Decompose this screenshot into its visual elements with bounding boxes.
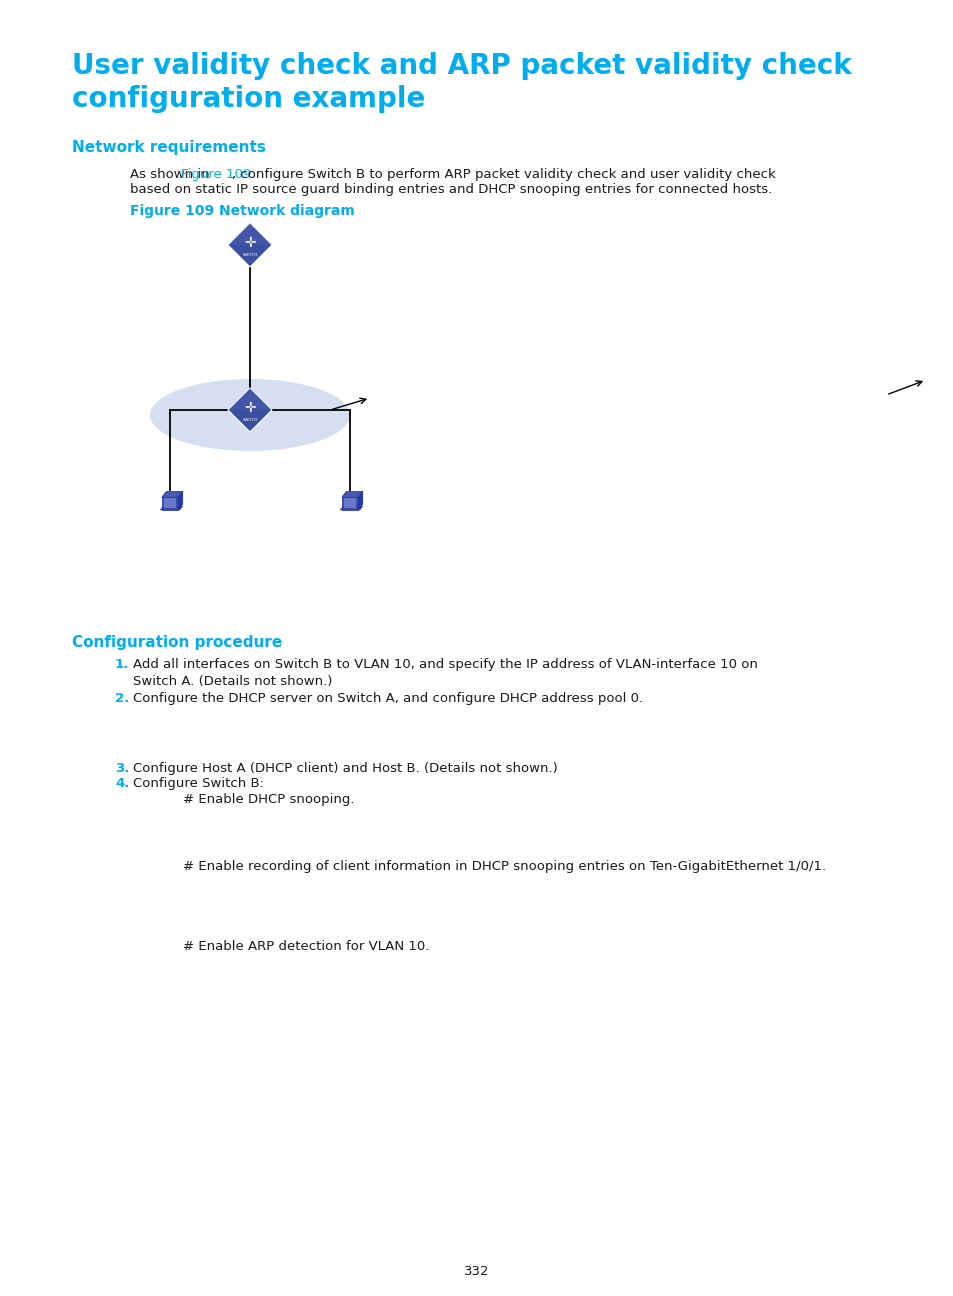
- Text: Configure Switch B:: Configure Switch B:: [132, 778, 264, 791]
- Text: User validity check and ARP packet validity check: User validity check and ARP packet valid…: [71, 52, 851, 80]
- Text: Add all interfaces on Switch B to VLAN 10, and specify the IP address of VLAN-in: Add all interfaces on Switch B to VLAN 1…: [132, 658, 757, 688]
- Polygon shape: [341, 491, 362, 498]
- Text: ✛: ✛: [244, 236, 255, 250]
- Text: SWITCH: SWITCH: [242, 253, 257, 257]
- Polygon shape: [228, 388, 272, 410]
- Polygon shape: [178, 491, 183, 511]
- Text: # Enable recording of client information in DHCP snooping entries on Ten-Gigabit: # Enable recording of client information…: [183, 861, 825, 874]
- Text: Configure Host A (DHCP client) and Host B. (Details not shown.): Configure Host A (DHCP client) and Host …: [132, 762, 558, 775]
- Text: 2.: 2.: [115, 692, 129, 705]
- Ellipse shape: [150, 378, 350, 451]
- Text: Configure the DHCP server on Switch A, and configure DHCP address pool 0.: Configure the DHCP server on Switch A, a…: [132, 692, 642, 705]
- Polygon shape: [358, 491, 362, 511]
- Polygon shape: [160, 507, 183, 511]
- Text: based on static IP source guard binding entries and DHCP snooping entries for co: based on static IP source guard binding …: [130, 183, 771, 196]
- Text: configuration example: configuration example: [71, 86, 425, 113]
- Polygon shape: [162, 491, 183, 498]
- Text: SWITCH: SWITCH: [242, 417, 257, 422]
- Text: ✛: ✛: [244, 400, 255, 415]
- Polygon shape: [228, 388, 272, 432]
- Text: # Enable ARP detection for VLAN 10.: # Enable ARP detection for VLAN 10.: [183, 940, 429, 953]
- Polygon shape: [164, 499, 175, 508]
- Polygon shape: [339, 507, 362, 511]
- Text: Figure 109: Figure 109: [181, 168, 251, 181]
- Polygon shape: [228, 223, 272, 267]
- Text: 1.: 1.: [115, 658, 129, 671]
- Polygon shape: [162, 498, 178, 511]
- Text: Figure 109 Network diagram: Figure 109 Network diagram: [130, 203, 355, 218]
- Text: 3.: 3.: [115, 762, 130, 775]
- Text: 4.: 4.: [115, 778, 130, 791]
- Text: Configuration procedure: Configuration procedure: [71, 635, 282, 651]
- Polygon shape: [228, 223, 272, 245]
- Polygon shape: [341, 498, 358, 511]
- Text: As shown in: As shown in: [130, 168, 213, 181]
- Text: 332: 332: [464, 1265, 489, 1278]
- Text: Network requirements: Network requirements: [71, 140, 266, 156]
- Text: # Enable DHCP snooping.: # Enable DHCP snooping.: [183, 793, 355, 806]
- Polygon shape: [344, 499, 355, 508]
- Text: , configure Switch B to perform ARP packet validity check and user validity chec: , configure Switch B to perform ARP pack…: [232, 168, 775, 181]
